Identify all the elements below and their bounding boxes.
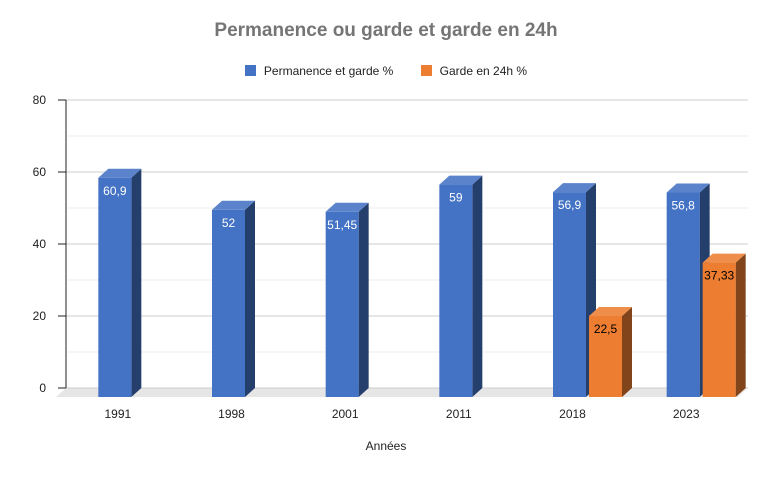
- bar-garde-24h-2018[interactable]: [589, 307, 632, 397]
- x-tick-label: 2001: [332, 407, 359, 421]
- data-label: 52: [222, 216, 236, 230]
- data-label: 37,33: [704, 269, 734, 283]
- data-label: 60,9: [103, 184, 127, 198]
- x-tick-label: 2011: [446, 407, 472, 421]
- bar-permanence-2011[interactable]: [439, 175, 483, 397]
- y-tick-label: 60: [33, 165, 47, 179]
- bar-permanence-1991[interactable]: [98, 168, 142, 397]
- data-label: 56,8: [671, 199, 695, 213]
- chart-floor: [56, 388, 748, 397]
- y-tick-label: 20: [33, 309, 47, 323]
- legend-swatch-permanence: [244, 64, 256, 76]
- data-label: 51,45: [327, 218, 357, 232]
- legend: Permanence et garde % Garde en 24h %: [0, 63, 772, 78]
- y-tick-label: 80: [33, 93, 47, 107]
- x-axis-label: Années: [365, 439, 407, 453]
- chart-title: Permanence ou garde et garde en 24h: [214, 20, 558, 41]
- x-tick-label: 1998: [218, 407, 245, 421]
- legend-item-garde-24h[interactable]: Garde en 24h %: [420, 63, 528, 78]
- y-tick-label: 0: [39, 381, 46, 395]
- legend-item-permanence[interactable]: Permanence et garde %: [244, 63, 394, 78]
- bar-garde-24h-2023[interactable]: [702, 253, 746, 397]
- legend-swatch-garde-24h: [420, 64, 432, 76]
- legend-label-permanence: Permanence et garde %: [263, 63, 394, 78]
- y-tick-label: 40: [33, 237, 47, 251]
- legend-label-garde-24h: Garde en 24h %: [439, 63, 528, 78]
- x-tick-label: 2023: [673, 407, 700, 421]
- bar-permanence-2023[interactable]: [666, 183, 710, 397]
- x-tick-label: 2018: [559, 407, 586, 421]
- data-label: 56,9: [558, 198, 582, 212]
- data-label: 59: [449, 191, 463, 205]
- x-tick-label: 1991: [104, 407, 131, 421]
- data-label: 22,5: [594, 322, 618, 336]
- bar-permanence-2001[interactable]: [325, 202, 369, 397]
- bar-permanence-1998[interactable]: [212, 200, 255, 397]
